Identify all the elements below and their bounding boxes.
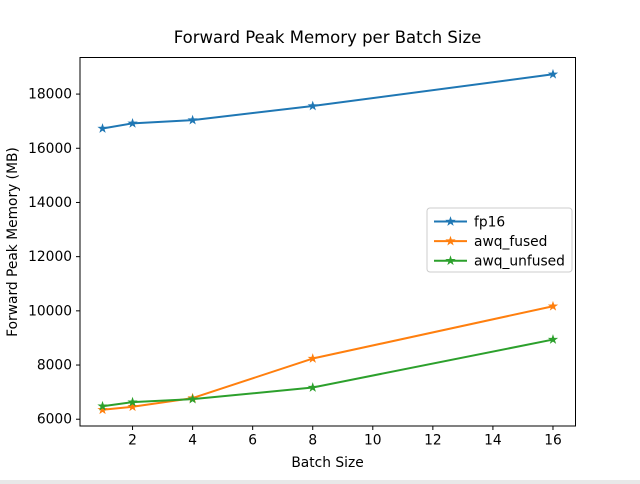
y-tick-label: 16000 <box>28 141 72 157</box>
data-point-marker-fp16 <box>97 123 108 133</box>
data-point-marker-awq_fused <box>127 401 138 412</box>
y-tick-label: 12000 <box>28 249 72 265</box>
x-axis: 2 4 6 8 10 12 14 16 <box>128 426 562 449</box>
y-tick-label: 10000 <box>28 303 72 319</box>
y-tick-label: 6000 <box>37 412 72 428</box>
x-tick-label: 4 <box>188 433 197 449</box>
data-point-marker-awq_fused <box>307 353 318 363</box>
data-point-marker-fp16 <box>307 100 318 111</box>
data-point-marker-awq_unfused <box>97 400 108 411</box>
x-tick-label: 16 <box>544 433 562 449</box>
x-tick-label: 14 <box>484 433 502 449</box>
series-awq_unfused <box>97 334 559 411</box>
series-line-fp16 <box>101 73 554 130</box>
legend-item-label: awq_fused <box>474 234 547 250</box>
data-point-marker-awq_fused <box>97 404 108 415</box>
chart-title: Forward Peak Memory per Batch Size <box>174 28 482 47</box>
series-line-awq_unfused <box>101 338 554 408</box>
x-tick-label: 10 <box>364 433 382 449</box>
legend: fp16 awq_fused awq_unfused <box>426 207 573 273</box>
data-point-marker-fp16 <box>547 68 559 79</box>
plot-area: 2 4 6 8 10 12 14 16 6000 8000 10000 12000 14000 16000… <box>28 57 576 449</box>
x-tick-label: 12 <box>424 433 442 449</box>
x-tick-label: 2 <box>128 433 137 449</box>
legend-item-label: fp16 <box>474 214 505 230</box>
y-axis-label: Forward Peak Memory (MB) <box>5 147 21 337</box>
legend-star-marker <box>445 216 456 226</box>
y-tick-label: 18000 <box>28 87 72 103</box>
series-fp16 <box>97 68 559 133</box>
legend-star-marker <box>445 255 456 266</box>
data-point-marker-awq_unfused <box>127 396 138 407</box>
data-point-marker-fp16 <box>187 114 198 125</box>
data-point-marker-fp16 <box>127 117 138 128</box>
legend-box <box>426 207 573 273</box>
x-tick-label: 8 <box>308 433 317 449</box>
data-point-marker-awq_unfused <box>307 382 318 392</box>
series-line-awq_fused <box>101 305 554 411</box>
legend-star-marker <box>445 235 456 246</box>
y-tick-label: 14000 <box>28 195 72 211</box>
legend-item-awq_fused: awq_fused <box>434 234 547 250</box>
plot-border <box>79 57 576 427</box>
series-awq_fused <box>97 300 559 415</box>
legend-item-label: awq_unfused <box>474 254 565 270</box>
y-tick-label: 8000 <box>37 358 72 374</box>
y-axis: 6000 8000 10000 12000 14000 16000 18000 <box>28 87 80 428</box>
data-point-marker-awq_fused <box>547 300 559 311</box>
data-point-marker-awq_unfused <box>187 393 198 404</box>
x-tick-label: 6 <box>248 433 257 449</box>
data-point-marker-awq_unfused <box>547 334 559 344</box>
legend-item-fp16: fp16 <box>434 214 505 230</box>
x-axis-label: Batch Size <box>291 455 363 471</box>
legend-item-awq_unfused: awq_unfused <box>434 254 565 270</box>
